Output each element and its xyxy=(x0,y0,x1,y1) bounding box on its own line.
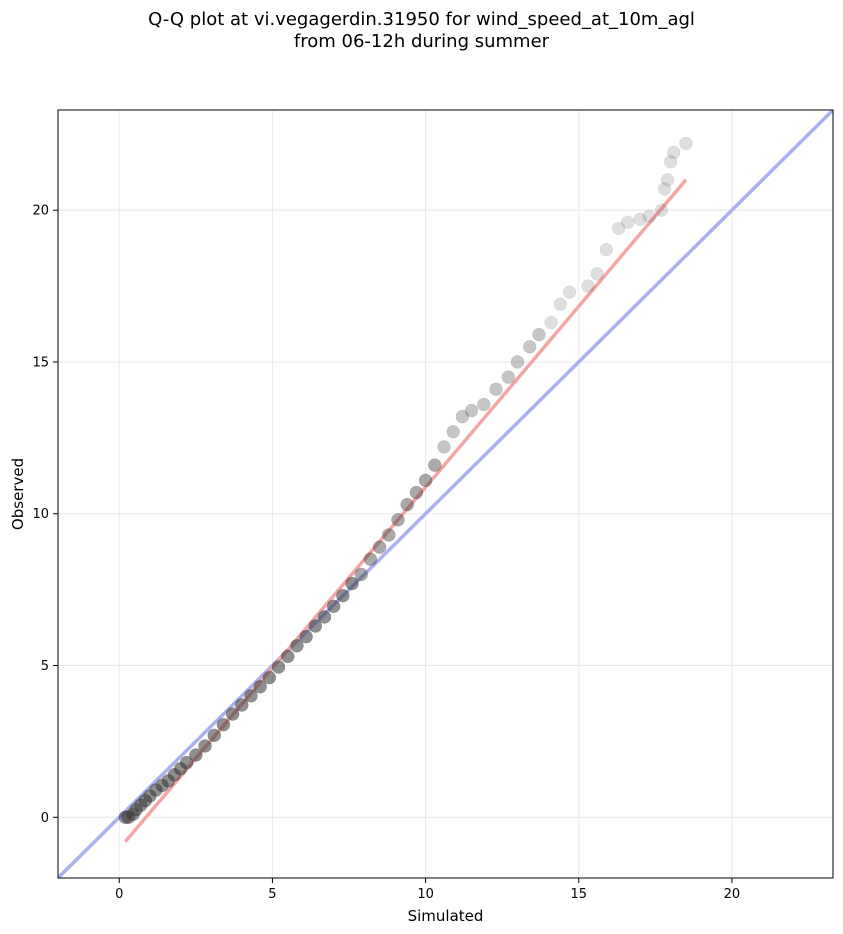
quantile-point xyxy=(372,540,387,554)
quantile-point xyxy=(198,739,212,753)
quantile-point xyxy=(666,145,681,160)
quantile-point xyxy=(345,576,359,591)
quantile-point xyxy=(611,221,626,236)
grid-lines xyxy=(58,110,833,878)
quantile-point xyxy=(455,409,470,424)
x-axis-label: Simulated xyxy=(408,907,484,925)
quantile-point xyxy=(189,748,203,762)
quantile-point xyxy=(336,588,350,603)
plot-frame xyxy=(57,109,834,879)
x-tick-label: 10 xyxy=(417,887,434,902)
quantile-point xyxy=(179,755,194,770)
quantile-point xyxy=(553,297,568,312)
identity-line xyxy=(58,110,833,878)
quantile-point xyxy=(216,717,231,732)
quantile-point xyxy=(446,425,460,439)
quantile-point xyxy=(299,629,313,644)
quantile-point xyxy=(271,660,286,674)
quantile-point xyxy=(532,327,546,342)
quantile-point xyxy=(660,173,675,187)
quantile-point xyxy=(317,610,332,624)
quantile-point xyxy=(544,315,558,330)
y-tick-label: 0 xyxy=(41,811,49,826)
chart-title-line-1: Q-Q plot at vi.vegagerdin.31950 for wind… xyxy=(148,9,695,30)
quantile-point xyxy=(235,698,249,712)
quantile-point xyxy=(244,689,258,703)
quantile-point xyxy=(409,485,424,500)
quantile-point xyxy=(207,728,221,743)
quantile-points xyxy=(118,136,693,825)
quantile-point xyxy=(253,680,267,694)
quantile-point xyxy=(428,458,442,472)
quantile-point xyxy=(437,440,451,454)
quantile-point xyxy=(501,370,516,384)
y-tick-label: 10 xyxy=(32,507,49,522)
quantile-point xyxy=(464,403,479,418)
reference-lines xyxy=(58,110,833,878)
quantile-point xyxy=(225,707,240,721)
quantile-point xyxy=(562,285,577,299)
quantile-point xyxy=(400,497,414,512)
quantile-point xyxy=(290,639,304,653)
quantile-point xyxy=(418,473,433,488)
quantile-point xyxy=(280,649,295,664)
x-tick-label: 15 xyxy=(570,887,587,902)
x-tick-label: 20 xyxy=(724,887,741,902)
quantile-point xyxy=(363,552,378,567)
quantile-point xyxy=(654,203,669,217)
y-axis-label: Observed xyxy=(9,458,27,530)
quantile-point xyxy=(663,154,678,169)
y-tick-label: 15 xyxy=(32,355,49,370)
chart-title-line-2: from 06-12h during summer xyxy=(293,31,550,52)
quantile-point xyxy=(510,355,525,369)
x-tick-label: 0 xyxy=(115,887,123,902)
quantile-point xyxy=(477,397,491,412)
quantile-point xyxy=(642,209,656,223)
quantile-point xyxy=(599,242,614,257)
quantile-point xyxy=(522,340,537,354)
quantile-point xyxy=(326,599,341,614)
quantile-point xyxy=(621,215,635,230)
quantile-point xyxy=(308,619,323,633)
quantile-point xyxy=(382,528,396,542)
quantile-point xyxy=(657,182,672,196)
y-tick-label: 20 xyxy=(32,204,49,219)
quantile-point xyxy=(590,267,604,281)
quantile-point xyxy=(581,279,595,293)
quantile-point xyxy=(354,567,369,582)
quantile-point xyxy=(489,382,503,397)
axis-ticks: 0 5 10 15 20 0 5 10 15 20 xyxy=(32,204,740,902)
y-tick-label: 5 xyxy=(41,659,49,674)
quantile-point xyxy=(262,670,277,685)
quantile-point xyxy=(633,212,647,227)
x-tick-label: 5 xyxy=(268,887,276,902)
quantile-point xyxy=(391,513,405,527)
quantile-point xyxy=(679,136,693,151)
